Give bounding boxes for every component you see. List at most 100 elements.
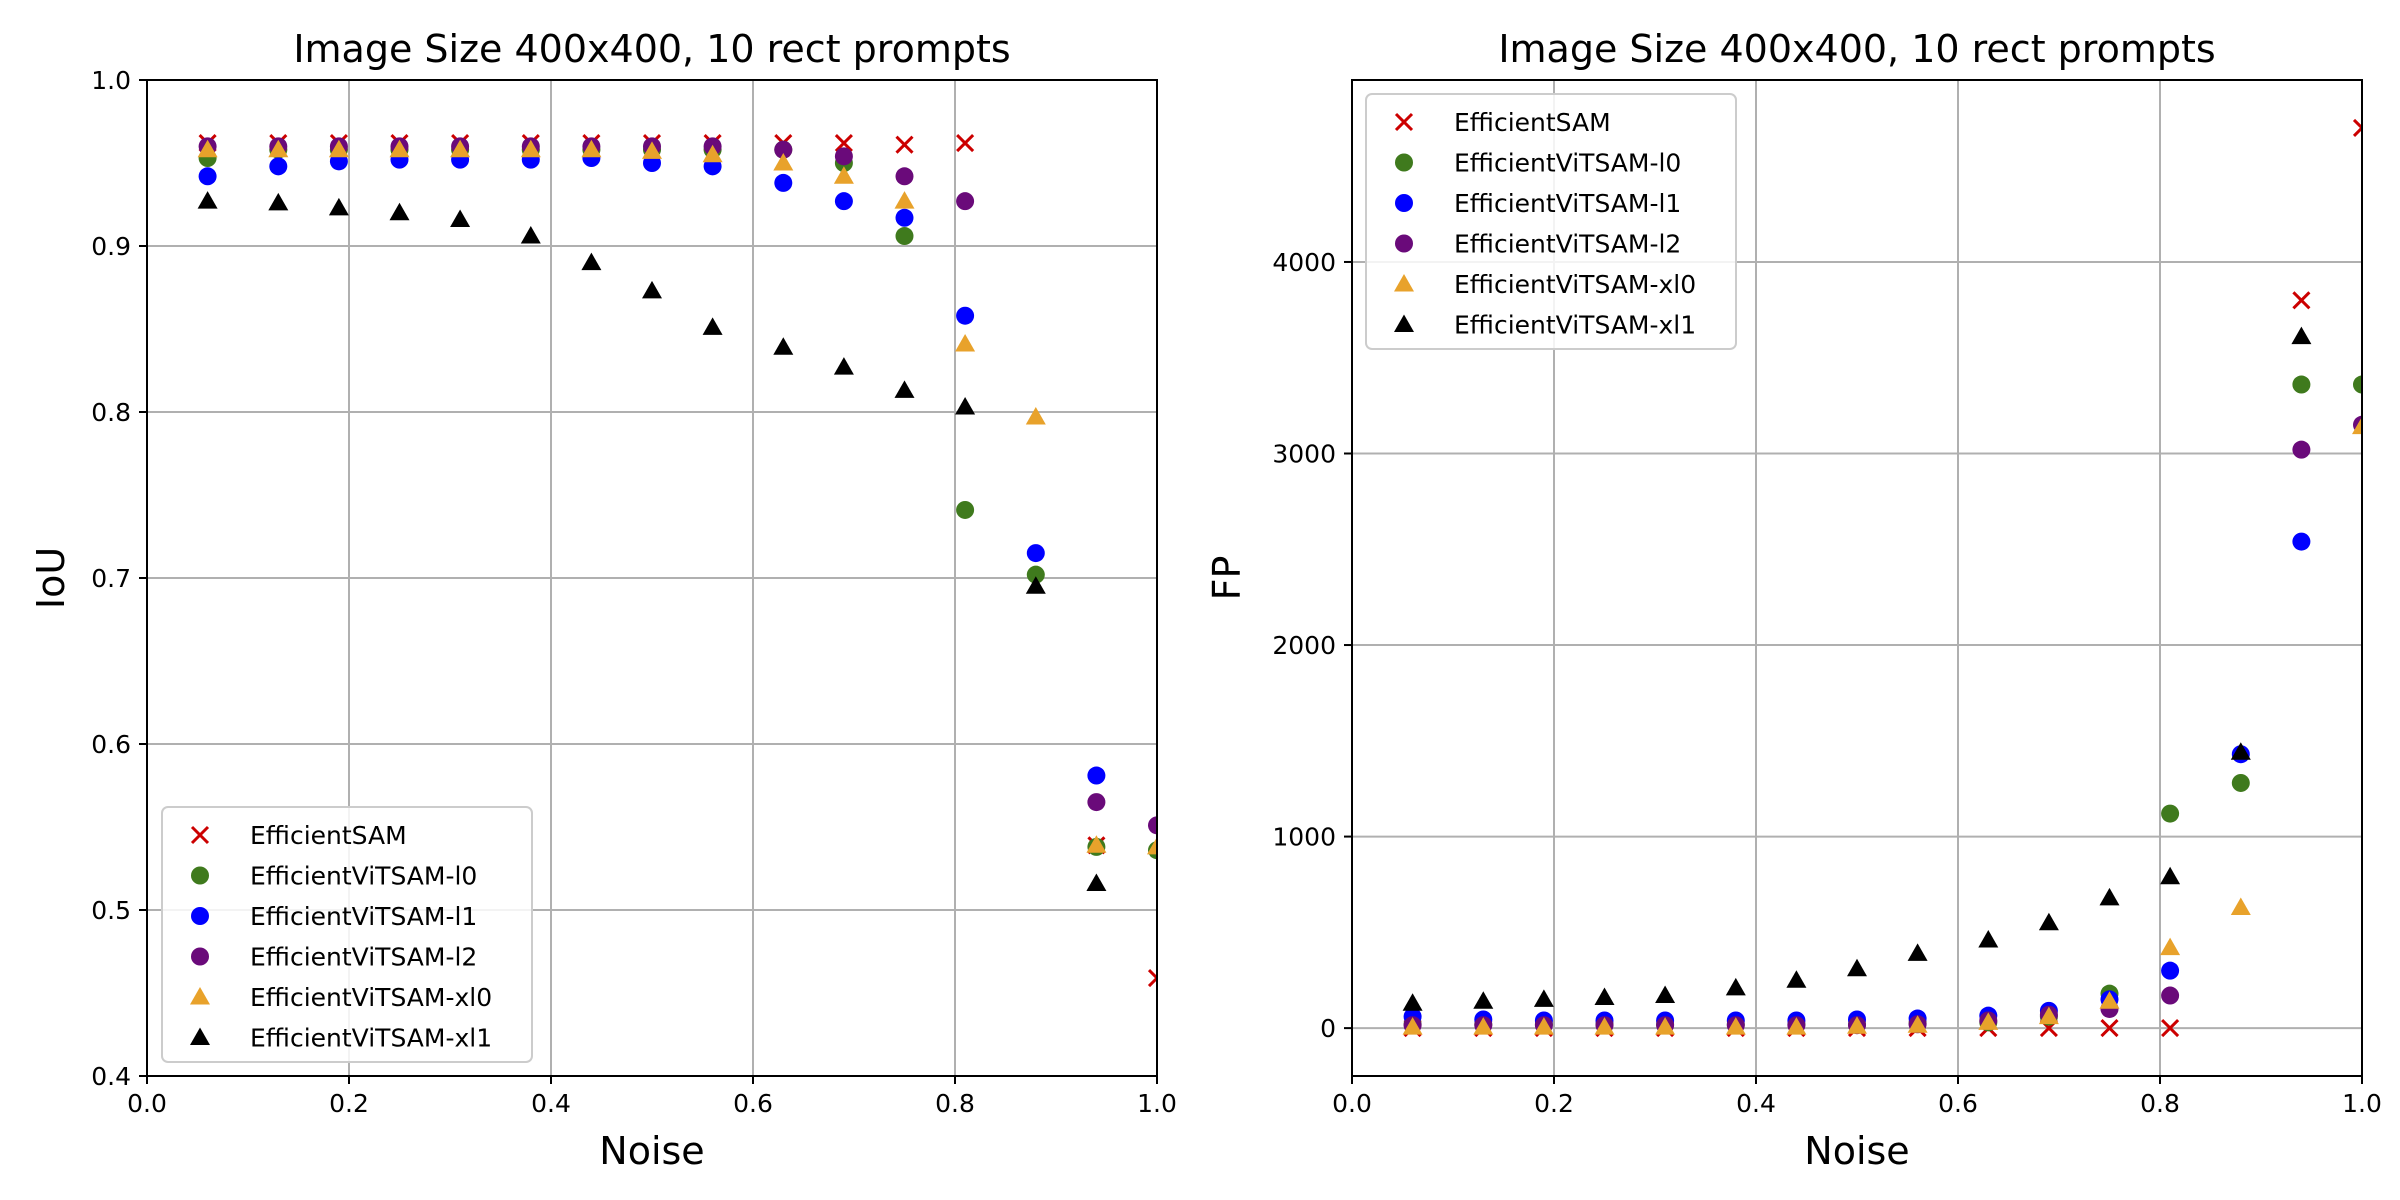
data-point [1147,836,1157,855]
data-point [2292,532,2311,551]
legend: EfficientSAM EfficientViTSAM-l0 EfficientV… [1365,93,1737,350]
data-point [1087,766,1106,785]
y-tick-label: 3000 [1272,440,1336,469]
x-tick-label: 1.0 [1137,1089,1177,1118]
data-point [269,157,288,176]
data-point [1907,943,1928,961]
data-point [197,139,218,158]
data-point [1086,835,1107,853]
data-points [197,134,1157,988]
data-point [328,139,349,158]
data-point [894,191,915,209]
x-tick-label: 0.0 [1332,1089,1372,1118]
y-tick-label: 1.0 [91,66,131,95]
data-point [2291,326,2312,345]
data-point [198,167,217,186]
data-point [1402,1017,1423,1035]
data-point [956,192,975,211]
data-point [1655,1017,1676,1035]
iou-chart: Image Size 400x400, 10 rect prompts 0.0 0… [29,27,1177,1173]
chart-title: Image Size 400x400, 10 rect prompts [293,27,1010,71]
legend-label: EfficientViTSAM-xl1 [1454,311,1696,340]
legend-marker [1394,274,1414,292]
data-point [773,337,794,355]
data-point [1026,544,1045,563]
data-point [895,167,914,186]
legend-marker [190,825,210,845]
data-point [894,380,915,398]
data-point [2038,912,2059,931]
y-tick-label: 0 [1320,1014,1336,1043]
legend-label: EfficientViTSAM-l1 [1454,189,1681,218]
x-tick-label: 0.2 [329,1089,369,1118]
data-point [642,280,662,299]
data-point [2099,887,2120,906]
data-point [2352,118,2362,137]
data-point [774,140,793,159]
data-point [268,139,289,158]
legend-label: EfficientViTSAM-l2 [1454,230,1681,259]
legend-label: EfficientViTSAM-l0 [1454,149,1681,178]
data-point [520,226,541,244]
data-point [1847,1016,1867,1034]
data-point [2230,897,2251,915]
series-efficientvitsam-xl0 [197,139,1157,855]
data-point [1533,1017,1554,1035]
x-tick-label: 0.8 [2140,1089,2180,1118]
data-point [2161,1019,2180,1038]
data-point [389,139,410,158]
data-point [1087,793,1106,812]
data-point [2353,375,2362,394]
data-point [895,227,914,246]
y-tick-label: 0.6 [91,730,131,759]
data-point [1978,1012,1999,1030]
data-point [2292,291,2311,310]
data-point [1025,406,1046,425]
legend-box [1365,93,1737,350]
x-tick-label: 0.6 [733,1089,773,1118]
y-tick-label: 0.8 [91,398,131,427]
legend-marker [191,947,209,966]
data-point [1086,873,1107,891]
data-point [2352,416,2362,435]
data-point [1725,977,1746,996]
data-point [1594,1017,1615,1035]
data-point [1025,576,1046,594]
data-point [581,252,602,271]
series-efficientvitsam-xl1 [1402,326,2312,1011]
y-tick-label: 0.4 [91,1062,131,1091]
y-tick-label: 0.7 [91,564,131,593]
data-point [450,209,471,227]
legend-marker [1395,234,1413,253]
data-point [1473,1017,1494,1035]
data-point [2292,375,2311,394]
legend-marker [1394,112,1414,132]
data-points [1402,118,2362,1038]
data-point [956,306,975,325]
legend-label: EfficientViTSAM-xl0 [1454,270,1696,299]
data-point [773,153,794,171]
x-tick-label: 0.6 [1938,1089,1978,1118]
legend-marker [191,866,209,885]
y-tick-label: 2000 [1272,631,1336,660]
x-tick-label: 0.4 [1736,1089,1776,1118]
legend-marker [191,907,209,925]
data-point [1786,970,1807,988]
data-point [1594,987,1615,1005]
fp-chart: Image Size 400x400, 10 rect prompts 0.0 0… [1205,27,2382,1173]
legend-marker [1394,314,1414,332]
data-point [268,192,289,211]
data-point [2292,440,2311,459]
x-axis-label: Noise [599,1129,704,1173]
data-point [1907,1015,1928,1033]
data-point [2230,742,2251,760]
legend-label: EfficientSAM [1454,108,1611,137]
data-point [834,192,853,211]
chart-title: Image Size 400x400, 10 rect prompts [1498,27,2215,71]
legend: EfficientSAM EfficientViTSAM-l0 EfficientV… [161,806,533,1063]
data-point [1655,985,1676,1004]
tick-labels: 0.0 0.2 0.4 0.6 0.8 1.0 0 1000 2000 3000 4000 [1272,248,2382,1118]
y-axis-label: IoU [29,547,73,609]
data-point [774,173,793,192]
data-point [581,139,602,158]
